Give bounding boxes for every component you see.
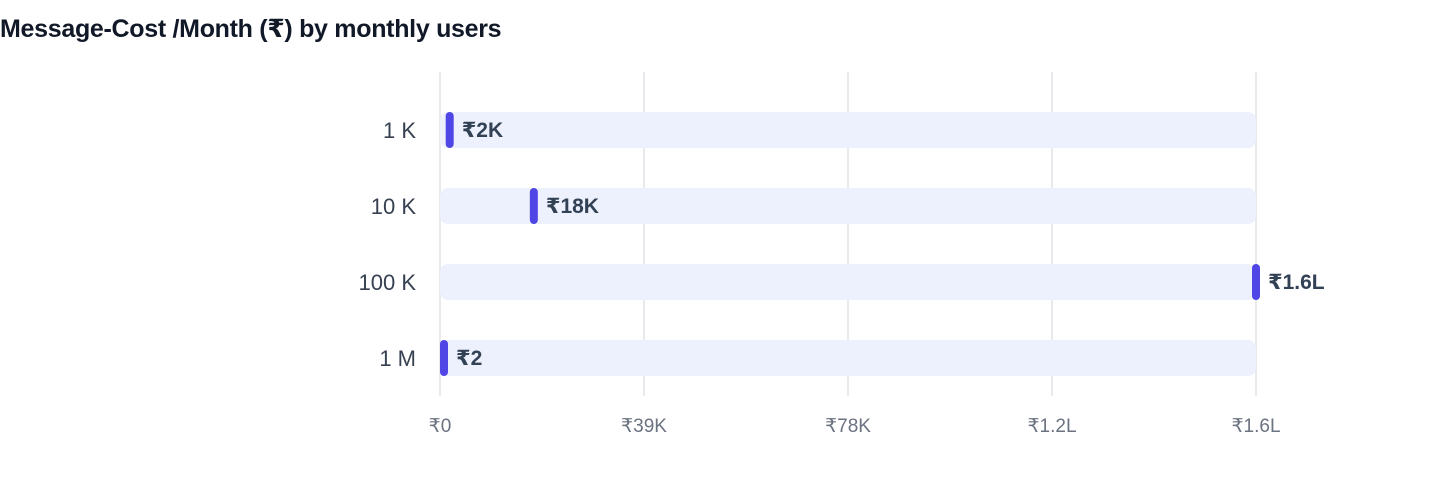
bar-track xyxy=(440,340,1256,376)
bar-value-marker[interactable] xyxy=(1252,264,1260,300)
x-tick-label: ₹1.6L xyxy=(1231,416,1280,437)
bar-value-label: ₹18K xyxy=(546,195,599,218)
bar-track xyxy=(440,112,1256,148)
chart-title: Message-Cost /Month (₹) by monthly users xyxy=(0,15,502,43)
bar-layer: ₹2K 1 K ₹18K 10 K ₹1.6L 100 K ₹2 1 M xyxy=(359,112,1325,376)
category-label: 1 K xyxy=(383,118,416,143)
x-tick-label: ₹39K xyxy=(621,416,667,437)
category-label: 1 M xyxy=(379,346,416,371)
bar-track xyxy=(440,188,1256,224)
bar-track xyxy=(440,264,1256,300)
x-tick-label: ₹1.2L xyxy=(1027,416,1076,437)
bar-value-marker[interactable] xyxy=(445,112,454,148)
category-label: 100 K xyxy=(359,270,417,295)
x-tick-label: ₹0 xyxy=(429,416,452,437)
bar-value-label: ₹2K xyxy=(462,119,503,142)
x-axis: ₹0 ₹39K ₹78K ₹1.2L ₹1.6L xyxy=(429,416,1281,437)
x-tick-label: ₹78K xyxy=(825,416,871,437)
bar-value-label: ₹2 xyxy=(456,347,482,370)
category-label: 10 K xyxy=(371,194,417,219)
bar-value-marker[interactable] xyxy=(529,188,538,224)
bar-value-marker[interactable] xyxy=(440,340,448,376)
bar-value-label: ₹1.6L xyxy=(1268,271,1325,294)
